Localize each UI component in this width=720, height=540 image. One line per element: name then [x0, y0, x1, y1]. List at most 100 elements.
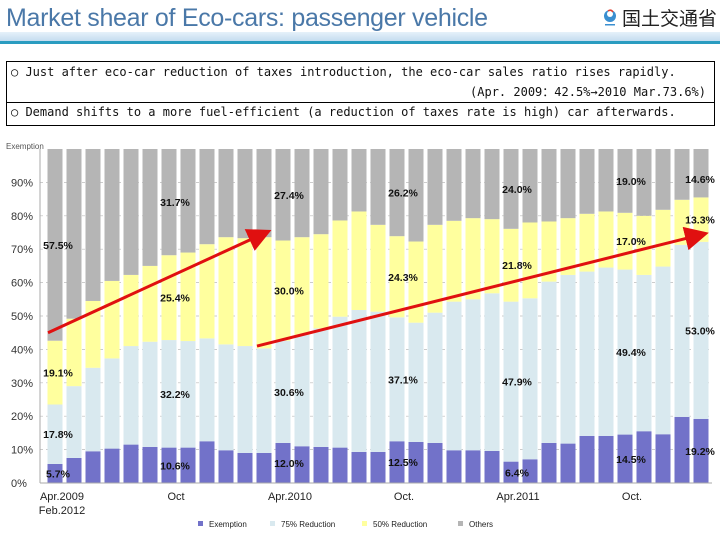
bar-segment-others — [351, 149, 367, 212]
bar-segment-75-reduction — [256, 348, 272, 453]
legend-swatch — [362, 521, 367, 526]
bar-segment-75-reduction — [104, 358, 120, 449]
y-tick-label: 90% — [11, 177, 33, 189]
data-label: 6.4% — [505, 467, 530, 479]
legend-swatch — [270, 521, 275, 526]
bar-segment-exemption — [294, 446, 310, 483]
bar-segment-others — [199, 149, 215, 245]
bar-segment-others — [674, 149, 690, 200]
summary-box: ○ Just after eco-car reduction of taxes … — [6, 61, 715, 126]
bar-segment-75-reduction — [275, 340, 291, 443]
bar-segment-others — [693, 149, 709, 198]
bar-segment-75-reduction — [465, 299, 481, 451]
data-label: 10.6% — [160, 460, 190, 472]
bar-segment-others — [579, 149, 595, 214]
logo-text: 国土交通省 — [622, 8, 718, 30]
bar-segment-others — [237, 149, 253, 239]
bar-segment-others — [66, 149, 82, 319]
bar-segment-exemption — [427, 442, 443, 483]
bar-segment-exemption — [256, 452, 272, 483]
x-tick-label: Apr.2010 — [268, 491, 312, 503]
data-label: 32.2% — [160, 389, 190, 401]
bar-segment-exemption — [66, 457, 82, 483]
bar-segment-exemption — [85, 451, 101, 483]
bar-segment-others — [427, 149, 443, 225]
bar-segment-others — [275, 149, 291, 241]
bar-segment-others — [161, 149, 177, 256]
bar-segment-50-reduction — [85, 300, 101, 368]
bar-segment-others — [408, 149, 424, 242]
x-tick-label: Apr.2009 — [40, 491, 84, 503]
bar-segment-75-reduction — [332, 316, 348, 448]
logo-emblem-icon — [604, 8, 616, 25]
bar-segment-50-reduction — [655, 209, 671, 267]
x-tick-label: Oct. — [394, 491, 414, 503]
bar-segment-others — [256, 149, 272, 238]
note-line-1: ○ Just after eco-car reduction of taxes … — [11, 65, 676, 79]
header-rule — [0, 41, 720, 44]
ministry-logo: 国土交通省 — [602, 4, 717, 31]
bar-segment-others — [142, 149, 158, 266]
bar-segment-others — [541, 149, 557, 222]
corner-label: Exemption — [6, 142, 44, 151]
bar-segment-50-reduction — [66, 318, 82, 387]
bar-segment-exemption — [541, 442, 557, 483]
bar-segment-others — [560, 149, 576, 219]
bar-segment-50-reduction — [123, 274, 139, 347]
data-label: 13.3% — [685, 215, 715, 227]
bar-segment-75-reduction — [85, 367, 101, 452]
data-label: 31.7% — [160, 197, 190, 209]
bar-segment-others — [218, 149, 234, 238]
bar-segment-others — [465, 149, 481, 219]
bar-segment-50-reduction — [465, 218, 481, 300]
bar-segment-exemption — [275, 442, 291, 483]
bar-segment-50-reduction — [332, 220, 348, 317]
bar-segment-others — [332, 149, 348, 221]
bar-segment-75-reduction — [674, 244, 690, 417]
y-tick-label: 40% — [11, 344, 33, 356]
bar-segment-exemption — [370, 451, 386, 483]
bar-segment-others — [104, 149, 120, 281]
bar-segment-75-reduction — [560, 274, 576, 444]
bar-segment-exemption — [674, 416, 690, 483]
y-tick-label: 0% — [11, 478, 27, 490]
bar-segment-exemption — [636, 431, 652, 483]
bar-segment-others — [313, 149, 329, 235]
x-tick-label: Oct — [167, 491, 184, 503]
bar-segment-75-reduction — [218, 344, 234, 451]
bar-segment-exemption — [655, 434, 671, 483]
bar-segment-50-reduction — [104, 280, 120, 359]
data-label: 19.1% — [43, 368, 73, 380]
note-divider — [7, 102, 714, 103]
bar-segment-exemption — [123, 444, 139, 483]
y-tick-label: 10% — [11, 445, 33, 457]
y-tick-label: 80% — [11, 211, 33, 223]
bar-segment-others — [85, 149, 101, 301]
bar-segment-exemption — [579, 435, 595, 483]
bar-segment-exemption — [332, 447, 348, 483]
bar-segment-others — [636, 149, 652, 216]
bar-segment-50-reduction — [180, 252, 196, 342]
bar-segment-others — [123, 149, 139, 275]
bar-segment-75-reduction — [598, 267, 614, 436]
bar-segment-50-reduction — [218, 237, 234, 345]
bar-segment-exemption — [199, 441, 215, 483]
data-label: 19.2% — [685, 446, 715, 458]
bar-segment-50-reduction — [636, 215, 652, 275]
data-label: 30.6% — [274, 387, 304, 399]
bar-segment-75-reduction — [123, 346, 139, 445]
bar-segment-50-reduction — [237, 238, 253, 347]
bar-segment-others — [446, 149, 462, 221]
bar-segment-others — [522, 149, 538, 223]
bar-segment-exemption — [218, 450, 234, 483]
bar-segment-50-reduction — [427, 224, 443, 313]
data-label: 25.4% — [160, 293, 190, 305]
bar-segment-others — [484, 149, 500, 220]
bar-segment-75-reduction — [142, 341, 158, 447]
bar-segment-75-reduction — [294, 335, 310, 447]
bar-segment-50-reduction — [199, 244, 215, 339]
bar-segment-others — [180, 149, 196, 253]
legend-label: 50% Reduction — [373, 520, 427, 529]
bar-segment-exemption — [693, 418, 709, 483]
x-tick-label: Apr.2011 — [496, 491, 539, 503]
